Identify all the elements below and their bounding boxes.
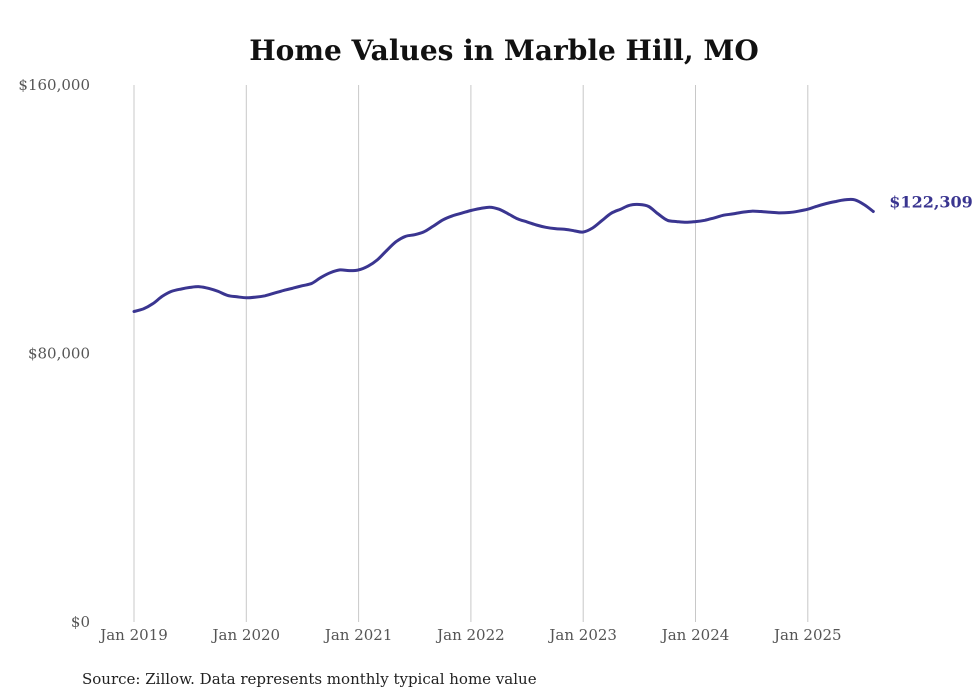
x-tick-label: Jan 2025 bbox=[772, 626, 842, 644]
y-axis-ticks: $0 $80,000 $160,000 bbox=[18, 76, 90, 631]
x-tick-label: Jan 2024 bbox=[660, 626, 730, 644]
gridlines bbox=[133, 85, 809, 622]
chart-title: Home Values in Marble Hill, MO bbox=[249, 34, 759, 67]
end-value-label: $122,309 bbox=[889, 193, 973, 212]
x-tick-label: Jan 2023 bbox=[547, 626, 617, 644]
y-tick-label: $0 bbox=[71, 613, 90, 631]
series-line-home-value bbox=[132, 197, 875, 313]
x-tick-label: Jan 2022 bbox=[435, 626, 505, 644]
x-tick-label: Jan 2021 bbox=[323, 626, 393, 644]
x-tick-label: Jan 2019 bbox=[98, 626, 168, 644]
source-note: Source: Zillow. Data represents monthly … bbox=[82, 670, 537, 688]
y-tick-label: $80,000 bbox=[28, 345, 90, 363]
x-axis-ticks: Jan 2019 Jan 2020 Jan 2021 Jan 2022 Jan 2023… bbox=[98, 626, 841, 644]
y-tick-label: $160,000 bbox=[18, 76, 90, 94]
x-tick-label: Jan 2020 bbox=[211, 626, 281, 644]
